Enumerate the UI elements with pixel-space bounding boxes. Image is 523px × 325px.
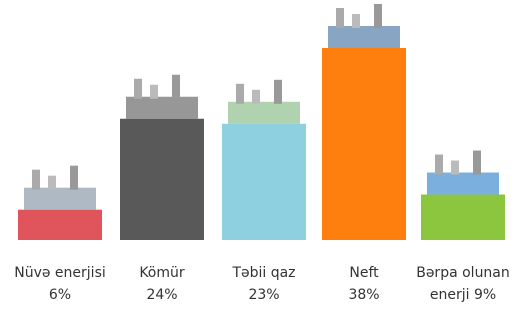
icon (236, 83, 244, 104)
icon (70, 165, 78, 190)
icon (427, 172, 499, 195)
bar (421, 194, 505, 240)
icon (172, 74, 180, 99)
icon (435, 154, 443, 175)
icon (451, 160, 459, 175)
category: Kömür (139, 265, 185, 281)
value-label: 9% (473, 287, 497, 303)
icon (274, 79, 282, 104)
icon (48, 175, 56, 190)
category-label: Neft 38% (309, 262, 419, 306)
bar (322, 48, 406, 240)
value-label: 6% (48, 287, 72, 303)
category: Təbii qaz (232, 265, 296, 281)
category-label: Kömür 24% (107, 262, 217, 306)
value-label: 24% (146, 287, 178, 303)
icon (328, 26, 400, 48)
icon (473, 150, 481, 175)
category: Bərpa olunan enerji (416, 265, 510, 303)
icon (32, 169, 40, 190)
icon (150, 84, 158, 99)
bar (120, 118, 204, 240)
icon (134, 78, 142, 99)
value-label: 23% (248, 287, 280, 303)
icon (374, 4, 382, 28)
category: Nüvə enerjisi (14, 265, 106, 281)
bar (18, 209, 102, 240)
category-label: Təbii qaz 23% (209, 262, 319, 306)
category-label: Nüvə enerjisi 6% (5, 262, 115, 306)
icon (252, 89, 260, 104)
category-label: Bərpa olunan enerji 9% (408, 262, 518, 306)
icon (126, 96, 198, 119)
icon (352, 14, 360, 28)
category: Neft (349, 265, 379, 281)
bar (222, 123, 306, 240)
icon (24, 187, 96, 210)
icon (228, 101, 300, 124)
value-label: 38% (348, 287, 380, 303)
icon (336, 8, 344, 28)
